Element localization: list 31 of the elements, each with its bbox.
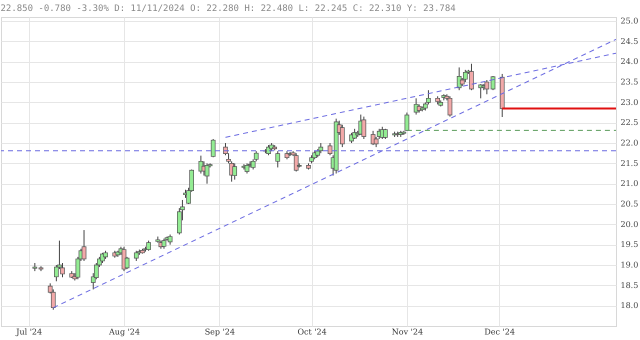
y-tick-label: 18.5 <box>620 280 638 290</box>
y-tick-label: 22.5 <box>620 118 638 128</box>
candlestick <box>275 150 280 168</box>
y-tick-label: 19.0 <box>620 260 638 270</box>
x-tick-label: Nov '24 <box>392 328 424 336</box>
candlestick <box>426 90 431 105</box>
x-tick-label: Aug '24 <box>108 328 140 336</box>
candlestick <box>448 96 452 118</box>
x-tick-label: Oct '24 <box>297 328 327 336</box>
candlestick <box>404 112 410 132</box>
y-tick-label: 18.0 <box>620 301 638 310</box>
y-tick-label: 22.0 <box>620 138 638 148</box>
candlestick <box>210 138 216 158</box>
x-tick-label: Jul '24 <box>15 328 42 336</box>
candlestick <box>82 230 86 262</box>
y-tick-label: 23.5 <box>620 78 638 87</box>
y-tick-label: 23.0 <box>620 98 638 107</box>
y-tick-label: 21.5 <box>620 158 638 168</box>
y-tick-label: 20.5 <box>620 200 638 209</box>
candlestick <box>383 128 388 140</box>
candlestick <box>232 162 238 180</box>
y-tick-label: 24.5 <box>620 36 638 46</box>
candlestick <box>266 144 271 156</box>
x-tick-label: Sep '24 <box>204 328 235 336</box>
y-tick-label: 20.0 <box>620 220 638 229</box>
chart-title: 22.850 -0.780 -3.30% D: 11/11/2024 O: 22.280 H: 22.480 L: 22.245 C: 22.310 Y: 23.784 <box>0 4 456 14</box>
y-tick-label: 21.0 <box>620 179 638 188</box>
x-tick-label: Dec '24 <box>484 328 515 336</box>
y-tick-label: 24.0 <box>620 57 638 66</box>
y-tick-label: 25.0 <box>620 16 638 26</box>
y-tick-label: 19.5 <box>620 240 638 250</box>
